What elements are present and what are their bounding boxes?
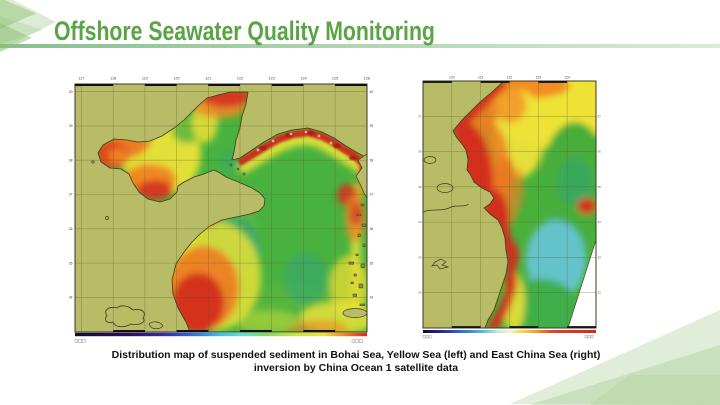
svg-text:37: 37 (598, 114, 602, 118)
svg-text:120: 120 (449, 76, 455, 80)
svg-text:34: 34 (418, 220, 422, 224)
svg-text:35: 35 (69, 261, 73, 265)
svg-text:125: 125 (332, 77, 338, 81)
svg-text:39: 39 (69, 124, 73, 128)
svg-text:36: 36 (69, 227, 73, 231)
svg-text:34: 34 (69, 296, 73, 300)
svg-text:40: 40 (370, 90, 374, 94)
svg-text:37: 37 (370, 193, 374, 197)
svg-text:124: 124 (300, 77, 306, 81)
svg-text:35: 35 (418, 185, 422, 189)
svg-text:39: 39 (370, 124, 374, 128)
svg-text:121: 121 (205, 77, 211, 81)
svg-text:35: 35 (370, 261, 374, 265)
svg-text:36: 36 (418, 150, 422, 154)
svg-text:36: 36 (598, 150, 602, 154)
svg-text:123: 123 (269, 77, 275, 81)
svg-text:124: 124 (564, 76, 570, 80)
svg-text:34: 34 (370, 296, 374, 300)
svg-text:32: 32 (418, 291, 422, 295)
svg-text:36: 36 (370, 227, 374, 231)
svg-text:32: 32 (598, 291, 602, 295)
svg-text:117: 117 (78, 77, 84, 81)
svg-text:37: 37 (69, 193, 73, 197)
svg-text:122: 122 (507, 76, 513, 80)
svg-text:35: 35 (598, 185, 602, 189)
svg-text:38: 38 (69, 158, 73, 162)
svg-text:37: 37 (418, 114, 422, 118)
svg-text:126: 126 (364, 77, 370, 81)
svg-text:119: 119 (142, 77, 148, 81)
svg-text:118: 118 (110, 77, 116, 81)
svg-text:33: 33 (418, 255, 422, 259)
svg-text:38: 38 (370, 158, 374, 162)
svg-text:122: 122 (237, 77, 243, 81)
svg-text:34: 34 (598, 220, 602, 224)
svg-text:33: 33 (598, 255, 602, 259)
svg-text:121: 121 (478, 76, 484, 80)
svg-text:40: 40 (69, 90, 73, 94)
svg-text:120: 120 (173, 77, 179, 81)
svg-text:123: 123 (536, 76, 542, 80)
